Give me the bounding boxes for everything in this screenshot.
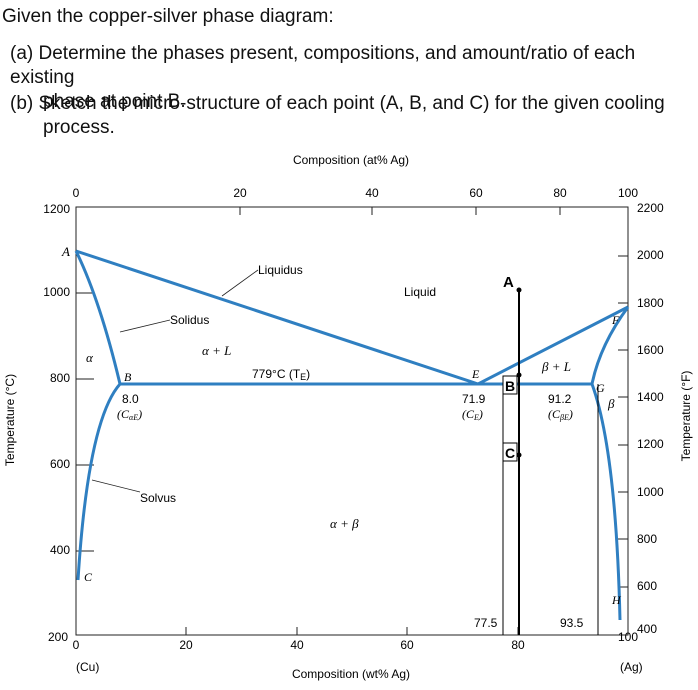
right-tick-label: 800 [637,532,657,546]
right-tick-label: 1200 [637,437,664,451]
bottom-tick-label: 100 [618,630,638,644]
right-tick-label: 2000 [637,248,664,262]
beta-composition: 91.2 [548,392,572,406]
bottom-tick-label: 0 [73,638,80,652]
left-axis-title: Temperature (°C) [3,374,17,466]
bottom-tick-label: 80 [511,638,525,652]
cu-label: (Cu) [76,660,99,674]
point-a-label: A [61,244,70,259]
right-tick-label: 600 [637,579,657,593]
solidus-line-beta [590,306,630,385]
phase-boundaries [74,249,630,621]
point-b-dot [516,372,522,378]
beta-l-label: β + L [541,359,571,374]
ag-label: (Ag) [620,660,643,674]
right-axis-title: Temperature (°F) [679,371,693,462]
plot-frame [75,206,629,636]
point-g-label: G [596,381,605,395]
beta-label: β [607,396,615,411]
marker-c: C [505,445,515,461]
alpha-composition-symbol: (CαE) [117,407,142,422]
solidus-pointer [119,319,171,333]
part-b-line1: (b) Sketch the micro-structure of each p… [10,93,665,114]
right-tick-labels: 2200 2000 1800 1600 1400 1200 1000 800 6… [637,201,664,636]
bottom-tick-labels: 0 20 40 60 80 100 [73,630,639,652]
part-b-line2: process. [43,117,115,138]
top-tick-labels: 0 20 40 60 80 100 [73,186,639,200]
beta-composition-symbol: (CβE) [548,407,573,422]
top-tick-label: 80 [553,186,567,200]
alpha-label: α [86,350,94,365]
marker-a: A [503,274,514,291]
liquidus-line-left [75,249,479,386]
right-tick-label: 1400 [637,390,664,404]
question-title: Given the copper-silver phase diagram: [2,6,334,27]
alpha-beta-label: α + β [330,516,359,531]
point-e-label: E [471,367,480,381]
point-c-label: C [84,570,93,584]
top-tick-label: 60 [469,186,483,200]
point-b-label: B [124,370,132,384]
composition-93-5-label: 93.5 [560,616,584,630]
solidus-label: Solidus [170,313,209,327]
left-tick-label: 800 [50,371,70,385]
left-tick-label: 600 [50,457,70,471]
marker-b-box [502,375,518,395]
eutectic-composition: 71.9 [462,392,486,406]
question-part-b: (b) Sketch the micro-structure of each p… [10,92,670,140]
top-axis-title: Composition (at% Ag) [293,153,409,167]
marker-c-box [502,442,518,462]
bottom-tick-label: 40 [290,638,304,652]
left-tick-label: 400 [50,543,70,557]
right-tick-label: 1800 [637,296,664,310]
liquidus-line-right [477,305,629,386]
top-tick-label: 40 [365,186,379,200]
grid-lines [75,207,629,635]
point-c-dot [516,452,522,458]
left-tick-label: 1000 [43,285,70,299]
point-f-label: F [611,313,620,327]
solvus-line-alpha [76,383,122,581]
liquid-label: Liquid [404,285,436,299]
bottom-tick-label: 60 [400,638,414,652]
question-part-a: (a) Determine the phases present, compos… [10,42,670,114]
eutectic-temp-label: 779°C (TE) [252,367,310,382]
composition-77-5-label: 77.5 [474,616,498,630]
part-a-line1: (a) Determine the phases present, compos… [10,43,636,88]
left-tick-label: 200 [48,630,68,644]
solvus-pointer [91,479,141,493]
left-tick-labels: 1200 1000 800 600 400 200 [43,202,70,644]
point-h-label: H [611,593,622,607]
right-tick-label: 2200 [637,201,664,215]
bottom-axis-title: Composition (wt% Ag) [292,667,410,681]
marker-b: B [505,378,515,394]
solvus-label: Solvus [140,491,176,505]
right-tick-label: 1000 [637,485,664,499]
solvus-line-beta [590,383,622,621]
right-tick-label: 1600 [637,343,664,357]
top-tick-label: 20 [233,186,247,200]
top-tick-label: 100 [618,186,638,200]
eutectic-composition-symbol: (CE) [462,407,483,422]
right-tick-label: 400 [637,622,657,636]
liquidus-label: Liquidus [258,263,303,277]
solidus-line-alpha [74,250,122,385]
point-a-dot [516,287,522,293]
bottom-tick-label: 20 [179,638,193,652]
part-a-line2: phase at point B. [43,91,186,112]
liquidus-pointer [221,269,259,297]
alpha-l-label: α + L [202,343,231,358]
alpha-composition: 8.0 [122,392,139,406]
top-tick-label: 0 [73,186,80,200]
left-tick-label: 1200 [43,202,70,216]
